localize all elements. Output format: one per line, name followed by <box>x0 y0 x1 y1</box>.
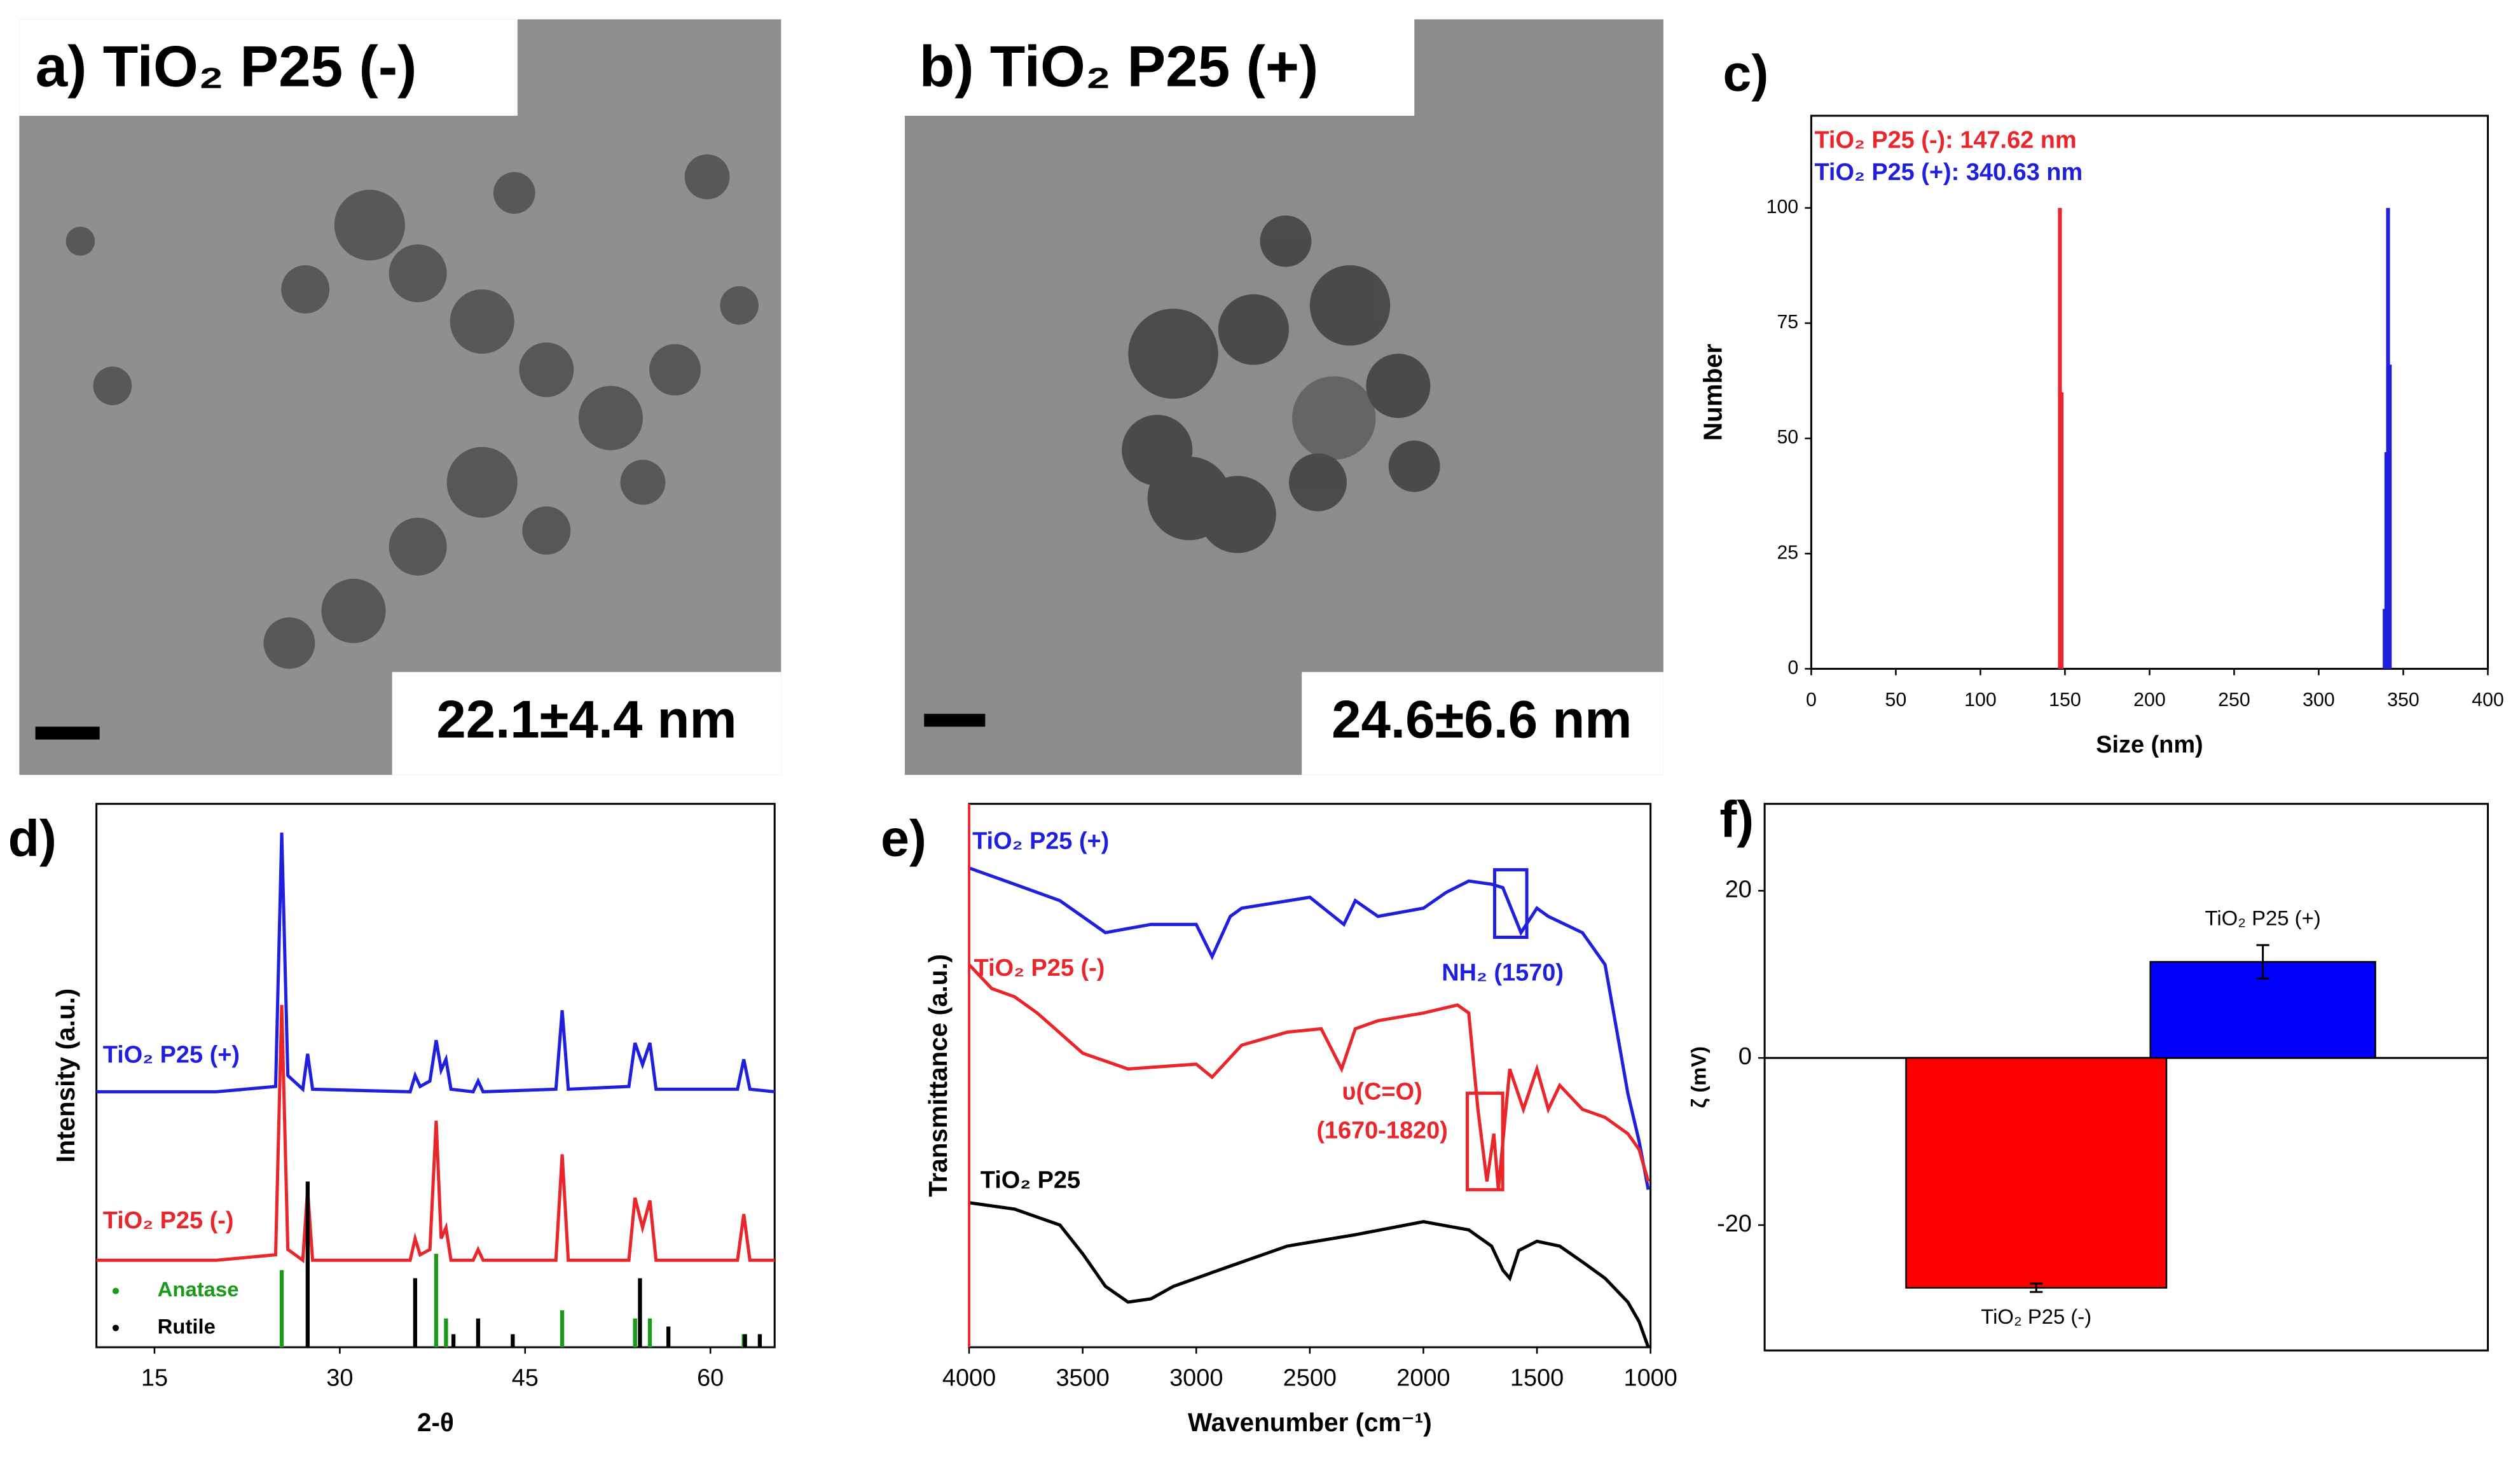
category-label: TiO₂ P25 (-) <box>1981 1305 2091 1328</box>
legend-marker <box>112 1324 120 1331</box>
panel-label: f) <box>1719 791 1754 848</box>
data-line <box>968 866 1650 1190</box>
size-annotation: 24.6±6.6 nm <box>1332 690 1632 749</box>
error-bar <box>2256 944 2269 980</box>
panel-label: d) <box>8 810 57 868</box>
x-tick-label: 250 <box>2218 690 2250 711</box>
error-bar <box>2030 1282 2043 1293</box>
x-tick-label: 100 <box>1964 690 1997 711</box>
y-tick-label: 0 <box>1739 1043 1752 1070</box>
annotation: NH₂ (1570) <box>1442 960 1564 987</box>
legend-marker <box>112 1287 120 1294</box>
x-tick-label: 150 <box>2049 690 2081 711</box>
y-axis-label: Intensity (a.u.) <box>51 988 80 1163</box>
y-axis-label: ζ (mV) <box>1687 1046 1711 1108</box>
x-axis-label: Size (nm) <box>2096 732 2203 758</box>
panel-title: b) TiO₂ P25 (+) <box>919 34 1319 99</box>
series-label: TiO₂ P25 <box>981 1167 1080 1194</box>
x-tick-label: 15 <box>141 1365 168 1392</box>
panel-label: e) <box>881 810 926 868</box>
x-tick-label: 3000 <box>1169 1365 1223 1392</box>
bar <box>2388 364 2392 669</box>
series-label: Rutile <box>158 1314 216 1338</box>
x-tick-label: 4000 <box>942 1365 996 1392</box>
legend-entry: TiO₂ P25 (-): 147.62 nm <box>1814 127 2076 153</box>
annotation: (1670-1820) <box>1316 1117 1448 1144</box>
x-tick-label: 50 <box>1885 690 1907 711</box>
tem-image-b <box>904 19 1663 775</box>
size-annotation: 22.1±4.4 nm <box>436 690 736 749</box>
series-label: TiO₂ P25 (+) <box>972 828 1109 854</box>
y-tick-label: -20 <box>1717 1210 1752 1237</box>
x-tick-label: 0 <box>1806 690 1817 711</box>
x-axis-label: Wavenumber (cm⁻¹) <box>1188 1408 1432 1437</box>
legend-entry: TiO₂ P25 (+): 340.63 nm <box>1814 159 2083 186</box>
x-tick-label: 2000 <box>1396 1365 1450 1392</box>
y-tick-label: 0 <box>1787 657 1798 678</box>
y-tick-label: 50 <box>1777 427 1798 448</box>
data-line <box>96 832 775 1094</box>
x-tick-label: 1500 <box>1510 1365 1564 1392</box>
x-tick-label: 30 <box>326 1365 353 1392</box>
panel-label: c) <box>1723 45 1768 102</box>
y-axis-label: Number <box>1698 343 1727 441</box>
panel-title: a) TiO₂ P25 (-) <box>36 34 417 99</box>
y-tick-label: 25 <box>1777 542 1798 563</box>
x-tick-label: 60 <box>697 1365 724 1392</box>
x-tick-label: 2500 <box>1283 1365 1337 1392</box>
y-tick-label: 20 <box>1725 876 1752 903</box>
data-line <box>968 1201 1650 1348</box>
x-tick-label: 350 <box>2387 690 2420 711</box>
data-line <box>96 1004 775 1263</box>
y-axis-label: Transmittance (a.u.) <box>923 954 953 1197</box>
series-label: TiO₂ P25 (+) <box>103 1042 240 1069</box>
x-tick-label: 400 <box>2472 690 2504 711</box>
x-tick-label: 3500 <box>1056 1365 1109 1392</box>
x-tick-label: 300 <box>2303 690 2335 711</box>
data-line <box>968 963 1650 1190</box>
annotation-box <box>1492 868 1529 940</box>
series-label: TiO₂ P25 (-) <box>103 1207 234 1234</box>
annotation: υ(C=O) <box>1342 1079 1422 1106</box>
tem-image-a <box>19 19 781 775</box>
x-tick-label: 200 <box>2133 690 2166 711</box>
plot-frame <box>1763 803 2489 1352</box>
x-tick-label: 1000 <box>1623 1365 1677 1392</box>
x-axis-label: 2-θ <box>417 1408 454 1437</box>
y-tick-label: 75 <box>1777 312 1798 333</box>
category-label: TiO₂ P25 (+) <box>2205 906 2321 929</box>
bar <box>1905 1057 2168 1289</box>
y-tick-label: 100 <box>1766 197 1799 218</box>
bar <box>2060 392 2064 669</box>
x-tick-label: 45 <box>512 1365 539 1392</box>
series-label: TiO₂ P25 (-) <box>974 955 1105 981</box>
series-label: Anatase <box>158 1277 239 1301</box>
